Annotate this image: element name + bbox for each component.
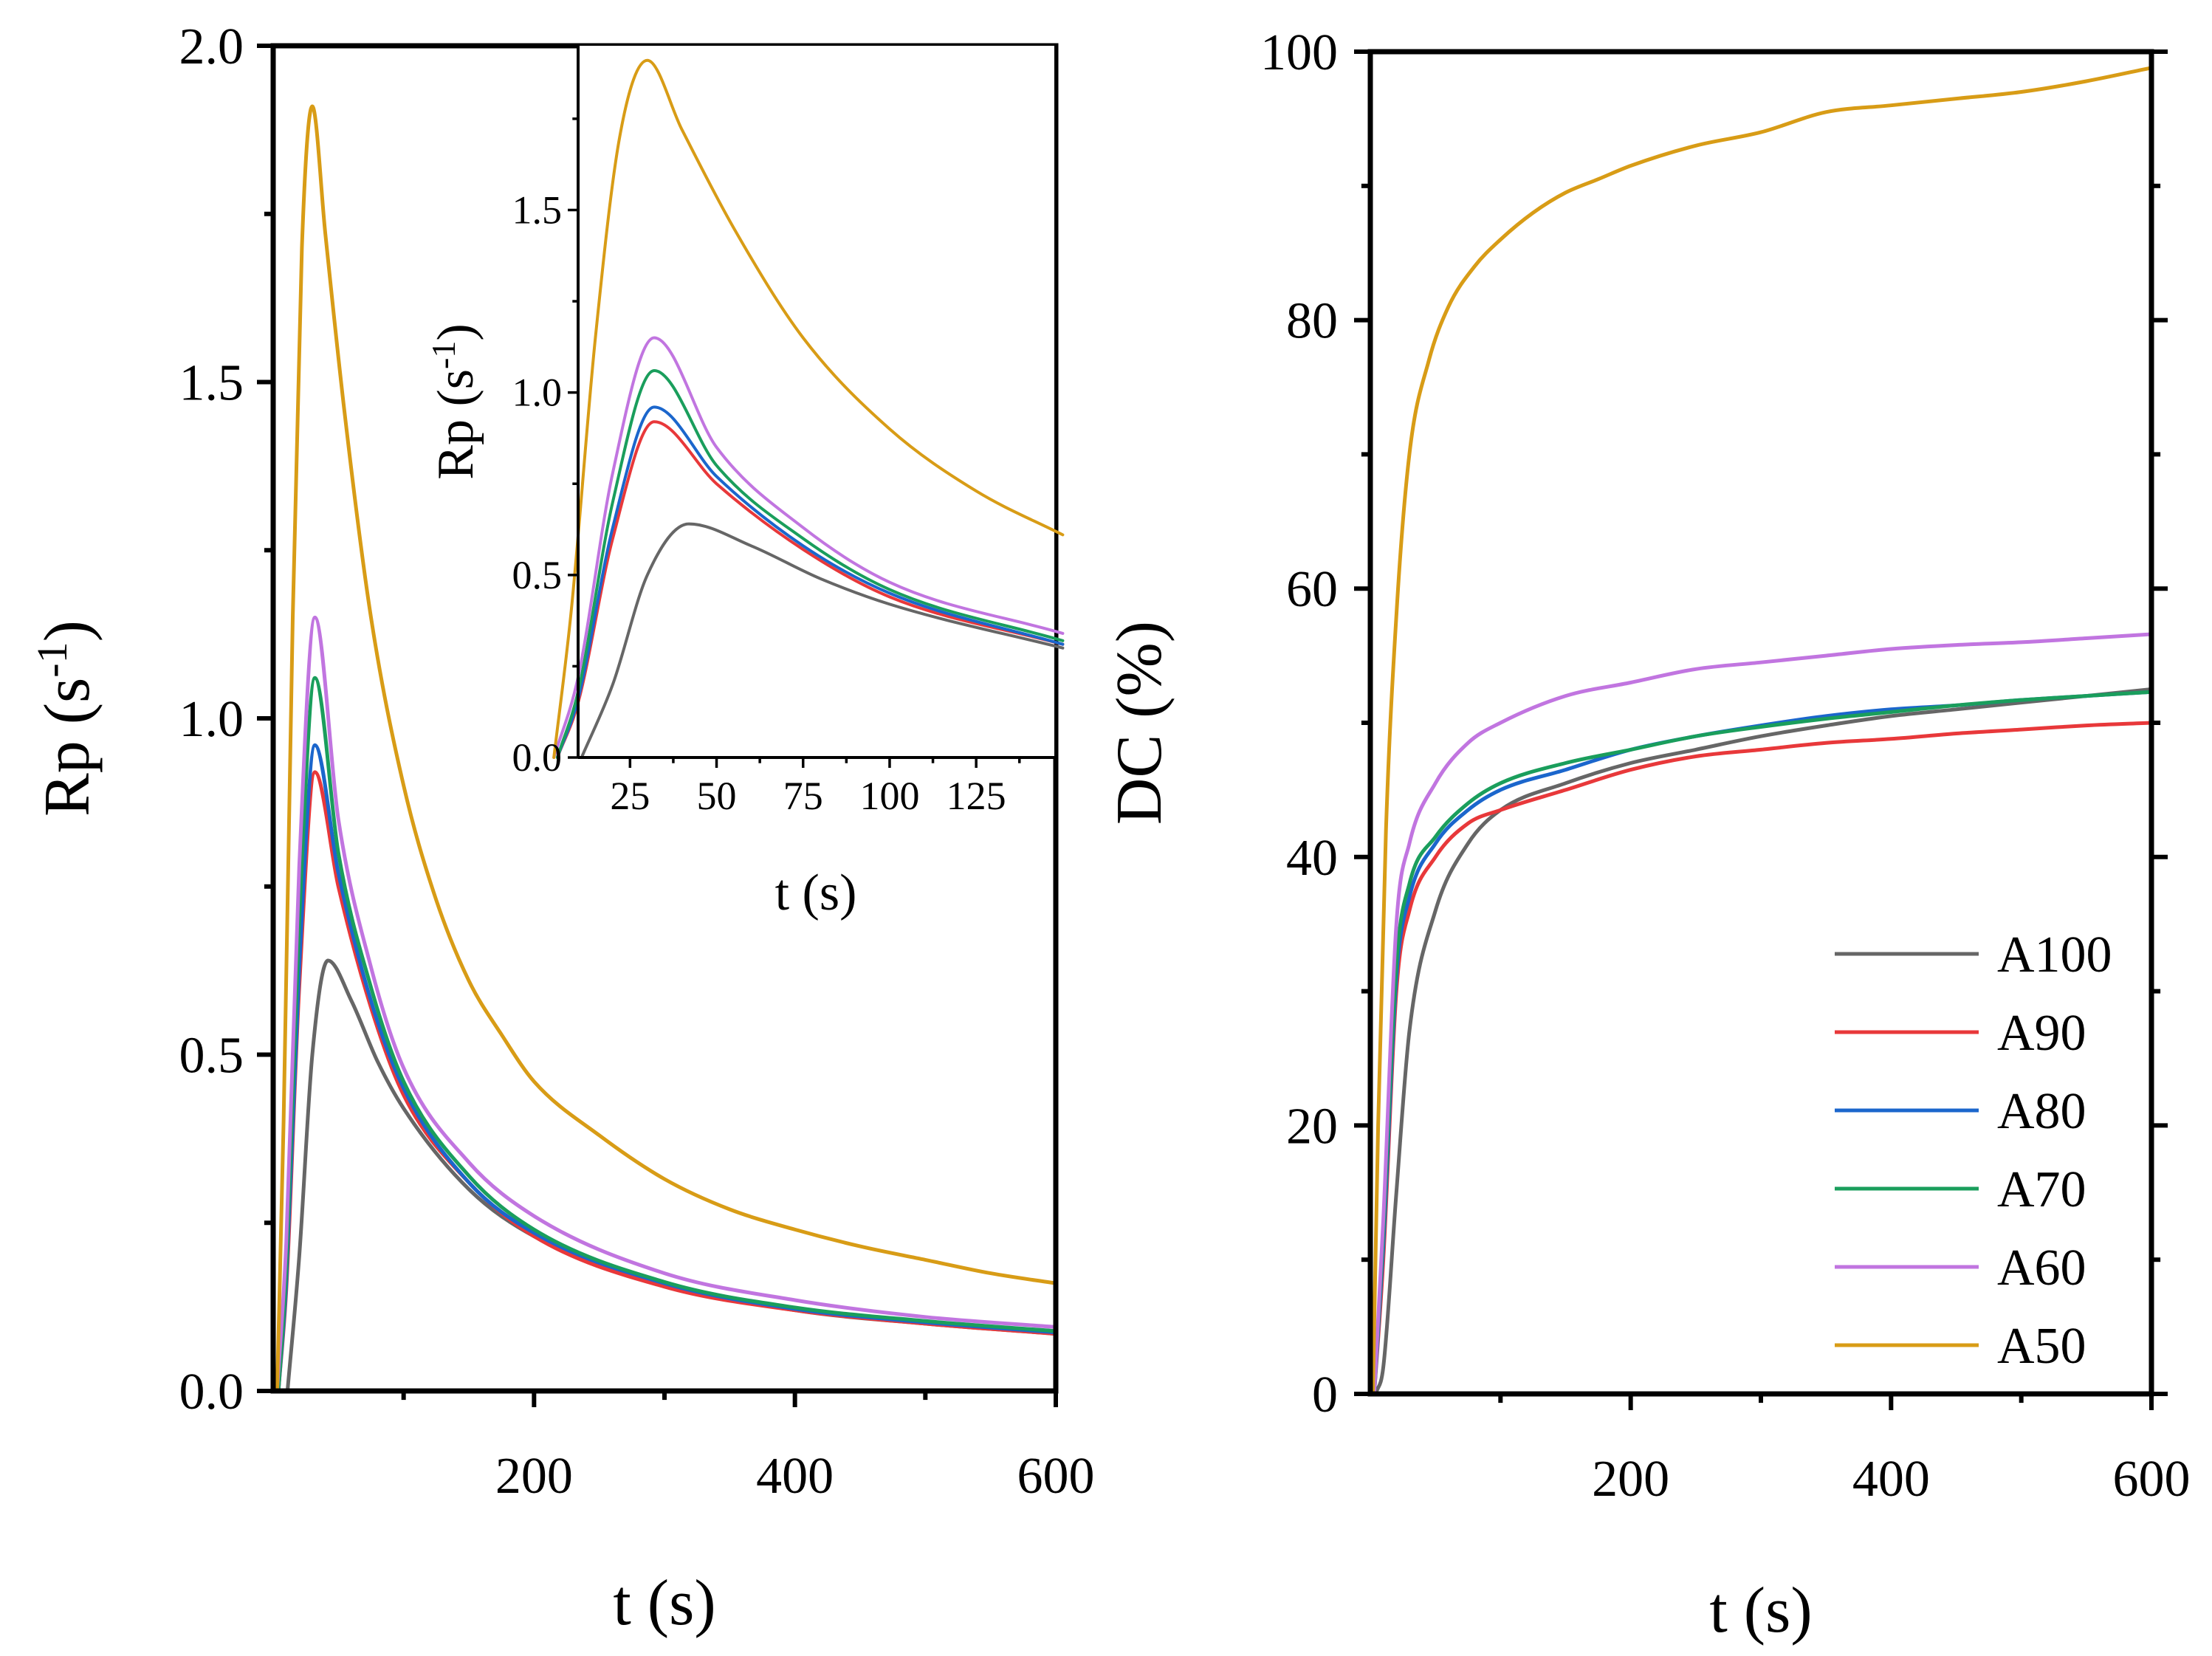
dc-y-tick-label: 80 [1286,293,1338,350]
dc-series-group [1371,66,2154,1396]
rp-y-tick-label: 2.0 [179,18,244,75]
inset-y-tick-label: 0.5 [512,553,563,597]
rp-x-tick-label: 600 [1017,1448,1095,1505]
inset-series-a50 [552,58,1065,759]
inset-series-a80 [555,405,1065,759]
inset-y-tick-label: 1.0 [512,371,563,415]
rp-series-a50 [275,104,1058,1393]
dc-series-a100 [1373,687,2154,1396]
inset-x-tick-label: 75 [783,774,823,818]
dc-series-a50 [1371,66,2154,1396]
inset-x-tick-label: 125 [947,774,1006,818]
legend: A100 A90 A80 A70 A60 A50 [1835,927,2112,1375]
dc-y-axis-title: DC (%) [1104,621,1175,825]
inset-x-tick-label: 50 [697,774,737,818]
dc-x-tick-label: 400 [1852,1451,1930,1508]
legend-label-a100: A100 [1997,927,2112,983]
rp-y-tick-label: 1.0 [179,691,244,748]
rp-panel: 200 400 600 0.0 0.5 1.0 1.5 2.0 t (s) Rp (s-1) [28,18,1095,1639]
dc-y-tick-label: 100 [1260,24,1338,81]
inset-series-a60 [552,336,1065,759]
rp-y-axis-title: Rp (s-1) [28,620,103,817]
rp-x-axis-title: t (s) [613,1567,715,1639]
inset-y-tick-label: 0.0 [512,735,563,780]
dc-ticks: 200 400 600 0 20 40 60 80 100 [1260,24,2191,1508]
dc-x-tick-label: 600 [2113,1451,2191,1508]
dc-y-tick-label: 40 [1286,830,1338,887]
inset-x-tick-label: 25 [610,774,650,818]
rp-x-tick-label: 400 [756,1448,834,1505]
rp-series-a80 [276,743,1058,1393]
rp-y-tick-label: 1.5 [179,355,244,412]
inset-ticks: 25 50 75 100 125 0.0 0.5 1.0 1.5 [512,117,1021,818]
dc-x-axis-title: t (s) [1709,1575,1812,1646]
rp-series-a90 [276,770,1058,1393]
inset-series-a70 [555,369,1065,759]
dc-x-tick-label: 200 [1592,1451,1669,1508]
rp-series-a60 [275,615,1058,1393]
rp-x-tick-label: 200 [495,1448,573,1505]
inset-series-a100 [580,522,1065,759]
inset-y-axis-title: Rp (s-1) [425,323,484,479]
rp-series-a70 [276,676,1058,1393]
dc-y-tick-label: 0 [1312,1367,1338,1423]
dc-series-a60 [1372,632,2154,1396]
rp-y-tick-label: 0.5 [179,1028,244,1085]
inset-x-tick-label: 100 [859,774,919,818]
dc-y-tick-label: 60 [1286,561,1338,618]
inset-y-tick-label: 1.5 [512,188,563,232]
rp-ticks: 200 400 600 0.0 0.5 1.0 1.5 2.0 [179,18,1095,1505]
rp-y-tick-label: 0.0 [179,1364,244,1420]
legend-label-a80: A80 [1997,1083,2086,1140]
inset-x-axis-title: t (s) [775,865,857,921]
dc-y-tick-label: 20 [1286,1098,1338,1155]
legend-label-a70: A70 [1997,1161,2086,1218]
legend-label-a90: A90 [1997,1005,2086,1062]
inset-background [578,46,1054,757]
rp-series-group [275,104,1058,1393]
legend-label-a60: A60 [1997,1240,2086,1296]
inset-series-group [552,58,1065,759]
rp-inset-panel: 25 50 75 100 125 0.0 0.5 1.0 1.5 t (s) Rp (s-1) [425,46,1065,921]
legend-label-a50: A50 [1997,1318,2086,1375]
